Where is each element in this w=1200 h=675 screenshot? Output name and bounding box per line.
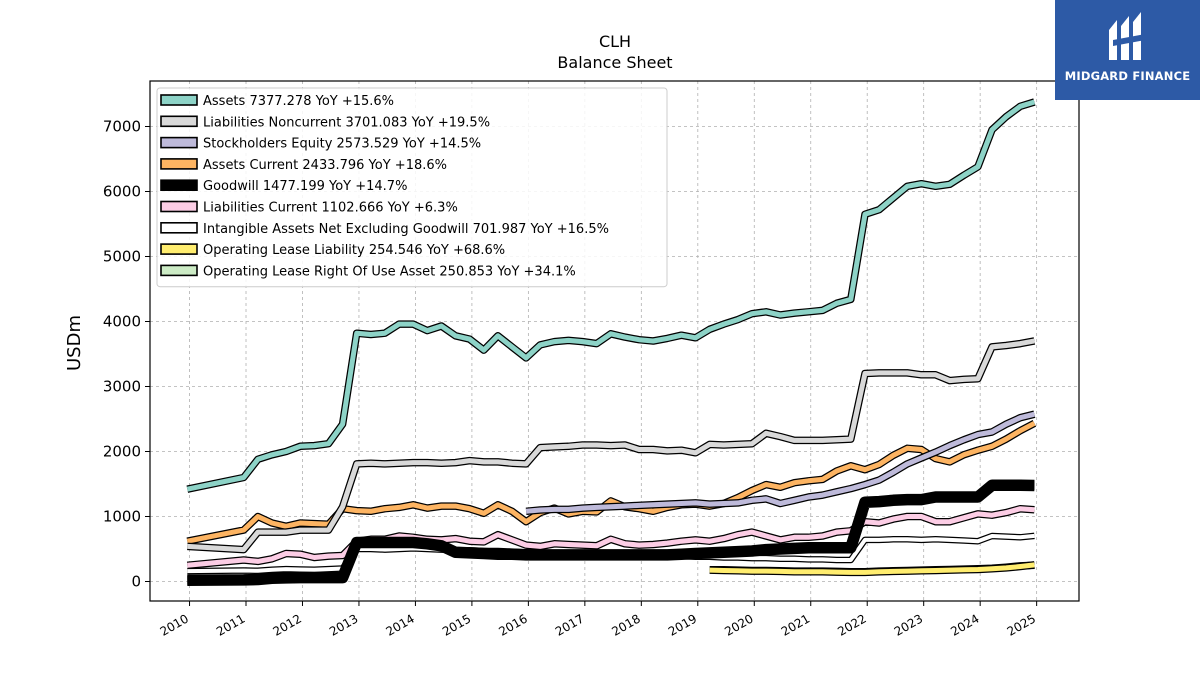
- legend-entry: Assets Current 2433.796 YoY +18.6%: [203, 158, 447, 173]
- x-tick-label: 2011: [214, 611, 247, 638]
- series-line-operating-lease-liability: [709, 562, 1035, 575]
- legend-entry: Assets 7377.278 YoY +15.6%: [203, 94, 394, 109]
- y-tick-label: 3000: [103, 378, 141, 396]
- legend-swatch: [160, 179, 198, 191]
- legend-swatch: [160, 115, 198, 128]
- legend-entry: Liabilities Current 1102.666 YoY +6.3%: [203, 201, 458, 216]
- series-line-goodwill: [187, 480, 1035, 585]
- x-tick-label: 2013: [327, 611, 360, 638]
- series-line-liabilities-noncurrent: [187, 338, 1035, 553]
- legend-box: [156, 87, 668, 288]
- x-tick-label: 2017: [553, 611, 586, 638]
- legend-entry: Intangible Assets Net Excluding Goodwill…: [203, 222, 609, 237]
- x-tick-label: 2016: [496, 611, 529, 638]
- legend-swatch: [160, 222, 198, 234]
- legend-swatch: [160, 264, 198, 277]
- x-tick-label: 2010: [158, 611, 191, 638]
- legend: Assets 7377.278 YoY +15.6% Liabilities No…: [156, 87, 668, 288]
- series-lines: [186, 98, 1037, 586]
- y-tick-label: 4000: [103, 313, 141, 331]
- y-axis-label: USDm: [64, 315, 85, 371]
- plot-frame: [149, 80, 1080, 602]
- y-tick-label: 2000: [103, 443, 141, 461]
- x-tick-label: 2021: [779, 611, 812, 638]
- y-tick-label: 5000: [103, 248, 141, 266]
- legend-entry: Goodwill 1477.199 YoY +14.7%: [203, 179, 407, 194]
- logo-text: MIDGARD FINANCE: [1064, 69, 1191, 83]
- legend-swatch: [160, 136, 198, 149]
- x-tick-label: 2025: [1005, 611, 1038, 638]
- y-tick-label: 0: [131, 573, 141, 591]
- y-tick-label: 1000: [103, 508, 141, 526]
- midgard-finance-logo: MIDGARD FINANCE: [1055, 0, 1200, 100]
- legend-swatch: [160, 158, 198, 170]
- legend-swatch: [160, 243, 198, 255]
- x-tick-label: 2022: [835, 611, 868, 638]
- legend-entry: Operating Lease Liability 254.546 YoY +6…: [203, 243, 505, 258]
- legend-swatch: [160, 200, 198, 213]
- series-line-assets: [186, 99, 1036, 492]
- y-tick-label: 6000: [103, 183, 141, 201]
- x-tick-label: 2012: [271, 611, 304, 638]
- x-tick-label: 2014: [383, 611, 416, 638]
- legend-entry: Operating Lease Right Of Use Asset 250.8…: [203, 264, 576, 279]
- series-line-stockholders-equity: [525, 411, 1036, 514]
- legend-swatch: [160, 94, 198, 106]
- legend-entry: Stockholders Equity 2573.529 YoY +14.5%: [203, 137, 481, 152]
- x-tick-label: 2023: [892, 611, 925, 638]
- legend-entry: Liabilities Noncurrent 3701.083 YoY +19.…: [203, 115, 490, 130]
- chart-subtitle: Balance Sheet: [557, 53, 672, 72]
- x-tick-label: 2020: [722, 611, 755, 638]
- y-tick-label: 7000: [103, 118, 141, 136]
- series-line-assets-current: [186, 421, 1036, 544]
- chart-title: CLH: [599, 32, 631, 51]
- x-tick-label: 2019: [666, 611, 699, 638]
- x-tick-label: 2018: [609, 611, 642, 638]
- x-tick-label: 2024: [948, 611, 981, 638]
- midgard-logo-icon: [1109, 12, 1145, 60]
- x-tick-label: 2015: [440, 611, 473, 638]
